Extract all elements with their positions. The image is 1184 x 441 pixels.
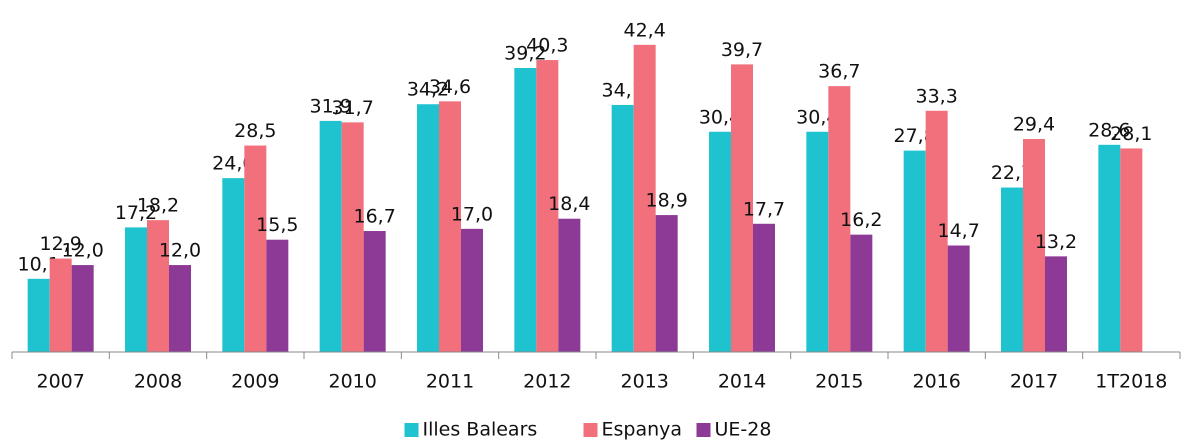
bar	[169, 265, 191, 352]
bar	[341, 122, 364, 353]
bar	[655, 215, 678, 352]
x-tick-label: 2010	[328, 371, 376, 393]
data-label: 24,0	[212, 153, 254, 175]
legend-label: Espanya	[602, 419, 683, 441]
x-tick-label: 2008	[134, 371, 182, 393]
data-label: 28,5	[234, 120, 276, 142]
legend-swatch	[583, 423, 598, 437]
bar	[439, 101, 461, 352]
x-tick-label: 2012	[523, 371, 571, 393]
bar	[417, 104, 439, 353]
bar	[1023, 139, 1045, 352]
x-tick-label: 2009	[231, 371, 279, 393]
x-tick-label: 1T2018	[1095, 371, 1167, 393]
bar	[731, 64, 753, 352]
data-label: 28,6	[1088, 119, 1130, 141]
data-label: 18,4	[548, 193, 590, 215]
x-tick-label: 2011	[426, 371, 474, 393]
x-tick-label: 2007	[36, 371, 84, 393]
x-tick-label: 2017	[1010, 371, 1058, 393]
bar	[461, 228, 483, 352]
legend-label: UE-28	[715, 419, 772, 441]
data-label: 39,2	[504, 43, 546, 65]
data-label: 12,0	[62, 240, 104, 262]
data-label: 16,7	[354, 206, 396, 228]
data-label: 39,7	[721, 39, 763, 61]
data-label: 30,4	[699, 106, 741, 128]
data-label: 30,4	[796, 106, 838, 128]
bar	[514, 68, 537, 353]
legend-swatch	[696, 423, 711, 437]
legend-swatch	[404, 423, 419, 437]
bar	[828, 86, 851, 352]
bar	[363, 231, 386, 352]
data-label: 13,2	[1035, 231, 1077, 253]
data-label: 29,4	[1013, 114, 1055, 136]
data-label: 17,7	[743, 198, 785, 220]
data-label: 36,7	[818, 61, 860, 83]
x-tick-label: 2016	[912, 371, 960, 393]
bar	[1098, 144, 1121, 352]
bar	[71, 265, 94, 352]
x-tick-label: 2013	[620, 371, 668, 393]
data-label: 27,8	[894, 125, 936, 147]
bar	[536, 60, 559, 352]
data-label: 12,9	[40, 233, 82, 255]
data-label: 22,7	[991, 162, 1033, 184]
bar	[1120, 148, 1143, 352]
data-label: 16,2	[840, 209, 882, 231]
bar	[903, 150, 926, 352]
data-label: 12,0	[159, 240, 201, 262]
bar	[753, 223, 775, 352]
bar	[850, 234, 873, 352]
data-label: 40,3	[526, 35, 568, 57]
bar	[319, 120, 342, 352]
bar	[611, 104, 634, 352]
x-tick-label: 2014	[718, 371, 766, 393]
bar	[947, 245, 970, 352]
data-label: 33,3	[916, 85, 958, 107]
data-label: 31,9	[310, 95, 352, 117]
data-label: 34,2	[407, 79, 449, 101]
bar	[806, 131, 829, 352]
bar	[558, 218, 581, 352]
x-tick-label: 2015	[815, 371, 863, 393]
data-label: 31,7	[332, 97, 374, 119]
data-label: 34,1	[602, 79, 644, 101]
data-label: 18,9	[646, 190, 688, 212]
data-label: 14,7	[938, 220, 980, 242]
bar	[147, 220, 169, 352]
bar	[709, 131, 731, 352]
bar	[27, 278, 50, 352]
data-label: 42,4	[624, 19, 666, 41]
bar	[125, 227, 147, 352]
data-label: 28,1	[1110, 123, 1152, 145]
data-label: 18,2	[137, 195, 179, 217]
data-label: 34,6	[429, 76, 471, 98]
bar	[49, 258, 72, 352]
data-label: 17,2	[115, 202, 157, 224]
bar	[1045, 256, 1067, 352]
bar	[925, 110, 948, 352]
data-label: 15,5	[256, 214, 298, 236]
bar	[1001, 187, 1023, 352]
bar	[222, 178, 245, 352]
data-label: 10,1	[18, 253, 60, 275]
bar	[266, 239, 289, 352]
bar	[244, 145, 267, 352]
data-label: 17,0	[451, 203, 493, 225]
legend-label: Illes Balears	[423, 419, 538, 441]
bar	[633, 44, 656, 352]
